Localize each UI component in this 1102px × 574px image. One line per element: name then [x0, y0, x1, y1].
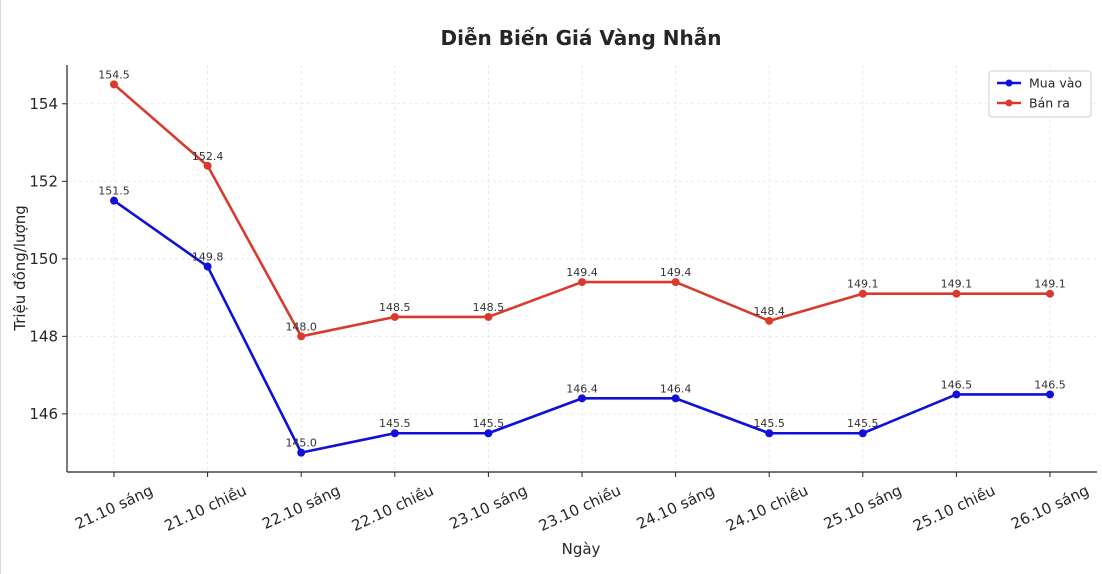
data-point — [765, 429, 774, 438]
data-label: 154.5 — [98, 68, 130, 81]
grid-lines — [67, 65, 1097, 472]
x-tick-label: 26.10 sáng — [1008, 481, 1092, 533]
data-label: 146.4 — [566, 382, 598, 395]
y-tick-label: 152 — [29, 172, 58, 190]
data-label: 145.5 — [753, 417, 785, 430]
x-tick-label: 21.10 sáng — [72, 481, 156, 533]
data-point — [297, 448, 306, 457]
data-point — [671, 278, 680, 287]
data-point — [203, 161, 212, 170]
data-point — [765, 316, 774, 325]
data-label: 149.4 — [566, 266, 598, 279]
data-point — [110, 80, 118, 89]
x-tick-label: 23.10 sáng — [447, 481, 531, 533]
data-label: 149.1 — [941, 278, 973, 291]
data-point — [110, 196, 118, 205]
x-tick-label: 21.10 chiều — [162, 481, 250, 535]
y-tick-label: 146 — [29, 405, 58, 423]
data-label: 145.5 — [473, 417, 505, 430]
data-point — [1046, 289, 1054, 298]
data-point — [484, 312, 493, 321]
data-point — [297, 332, 306, 341]
x-tick-label: 25.10 sáng — [821, 481, 905, 533]
data-point — [1046, 390, 1054, 399]
data-point — [578, 394, 586, 403]
data-label: 149.4 — [660, 266, 692, 279]
x-tick-label: 24.10 chiều — [723, 481, 811, 535]
data-label: 148.4 — [753, 305, 785, 318]
x-tick-label: 25.10 chiều — [910, 481, 998, 535]
data-label: 148.0 — [285, 320, 317, 333]
y-tick-label: 154 — [29, 95, 58, 113]
legend-label: Bán ra — [1029, 96, 1070, 111]
x-axis-label: Ngày — [562, 540, 601, 558]
data-label: 146.4 — [660, 382, 692, 395]
legend-swatch-marker — [1005, 99, 1013, 107]
legend: Mua vào Bán ra — [988, 70, 1092, 118]
data-point — [858, 289, 867, 298]
x-tick-label: 22.10 chiều — [349, 481, 437, 535]
data-label: 145.5 — [847, 417, 879, 430]
data-label: 152.4 — [192, 150, 224, 163]
data-label: 148.5 — [379, 301, 411, 314]
series-1: 151.5 149.8 145.0 145.5 145.5 146.4 146.4 145.5… — [98, 185, 1066, 457]
y-tick-label: 148 — [29, 327, 58, 345]
x-tick-label: 23.10 chiều — [536, 481, 624, 535]
x-tick-label: 24.10 sáng — [634, 481, 718, 533]
data-point — [858, 429, 867, 438]
chart-title: Diễn Biến Giá Vàng Nhẫn — [441, 26, 722, 50]
data-point — [952, 390, 961, 399]
legend-swatch-marker — [1005, 79, 1013, 87]
y-tick-label: 150 — [29, 250, 58, 268]
data-point — [390, 429, 399, 438]
data-label: 151.5 — [98, 185, 130, 198]
data-label: 149.1 — [847, 278, 879, 291]
legend-label: Mua vào — [1029, 76, 1082, 91]
series-group: 151.5 149.8 145.0 145.5 145.5 146.4 146.4 145.5… — [98, 68, 1066, 457]
data-label: 149.1 — [1034, 278, 1066, 291]
data-label: 145.5 — [379, 417, 411, 430]
data-label: 149.8 — [192, 251, 224, 264]
data-point — [390, 312, 399, 321]
y-axis-label: Triệu đồng/lượng — [11, 205, 29, 331]
data-point — [578, 278, 586, 287]
series-2: 154.5 152.4 148.0 148.5 148.5 149.4 149.4 148.4… — [98, 68, 1066, 341]
data-label: 146.5 — [941, 378, 973, 391]
data-point — [952, 289, 961, 298]
data-point — [671, 394, 680, 403]
data-label: 145.0 — [285, 437, 317, 450]
data-point — [203, 262, 212, 271]
data-label: 148.5 — [473, 301, 505, 314]
data-label: 146.5 — [1034, 378, 1066, 391]
x-tick-label: 22.10 sáng — [259, 481, 343, 533]
legend-item: Bán ra — [997, 96, 1070, 111]
legend-item: Mua vào — [997, 76, 1082, 91]
data-point — [484, 429, 493, 438]
